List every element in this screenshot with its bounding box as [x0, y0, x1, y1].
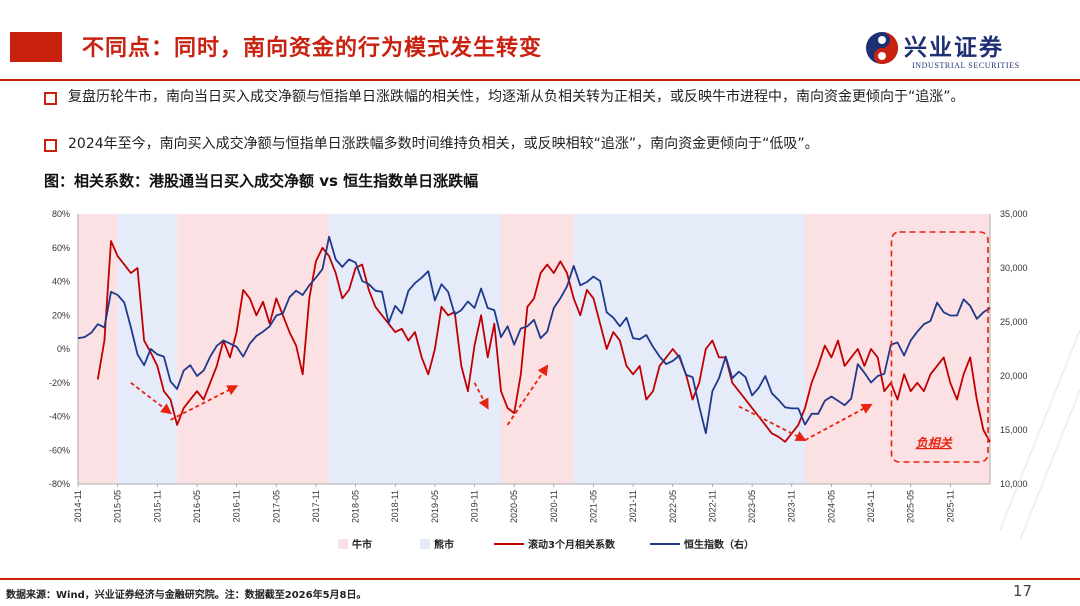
legend-bull-label: 牛市 [352, 538, 372, 551]
x-tick-label: 2018-05 [351, 490, 361, 523]
regime-band-bull [78, 214, 118, 484]
y-right-tick-label: 15,000 [1000, 425, 1028, 435]
correlation-series-line [96, 240, 991, 443]
decorative-lines [1000, 329, 1080, 540]
y-right-tick-label: 20,000 [1000, 371, 1028, 381]
y-right-tick-label: 35,000 [1000, 209, 1028, 219]
y-left-tick-label: -20% [49, 378, 70, 388]
x-tick-label: 2018-11 [390, 490, 400, 522]
regime-band-bull [177, 214, 330, 484]
legend-hsi-label: 恒生指数（右） [684, 538, 754, 551]
bullet-text-1: 复盘历轮牛市，南向当日买入成交净额与恒指单日涨跌幅的相关性，均逐渐从负相关转为正… [68, 89, 965, 105]
bullet-item-1: 复盘历轮牛市，南向当日买入成交净额与恒指单日涨跌幅的相关性，均逐渐从负相关转为正… [44, 86, 1034, 109]
y-left-tick-label: 40% [52, 277, 70, 287]
hsi-series-line [77, 235, 991, 435]
header-divider [0, 79, 1080, 81]
x-tick-label: 2023-05 [747, 490, 757, 523]
y-right-tick-label: 25,000 [1000, 317, 1028, 327]
y-left-tick-label: -60% [49, 445, 70, 455]
trend-arrow [473, 382, 489, 410]
x-tick-label: 2025-11 [945, 490, 955, 522]
x-tick-label: 2016-11 [232, 490, 242, 522]
page-title: 不同点：同时，南向资金的行为模式发生转变 [82, 36, 543, 61]
legend-corr-label: 滚动3个月相关系数 [528, 538, 616, 551]
x-tick-label: 2016-05 [192, 490, 202, 523]
regime-band-bull [500, 214, 574, 484]
trend-arrow [170, 385, 239, 421]
legend-bear-label: 熊市 [434, 538, 454, 551]
regime-band-bear [117, 214, 178, 484]
legend-bear-swatch [420, 539, 430, 549]
page-number: 17 [1012, 582, 1032, 600]
x-tick-label: 2025-05 [906, 490, 916, 523]
x-tick-label: 2019-05 [430, 490, 440, 523]
x-tick-label: 2015-05 [113, 490, 123, 523]
y-left-tick-label: 60% [52, 243, 70, 253]
trend-arrow [130, 382, 172, 415]
x-tick-label: 2021-05 [588, 490, 598, 523]
y-left-tick-label: 80% [52, 209, 70, 219]
x-tick-label: 2020-11 [549, 490, 559, 522]
chart-title: 图：相关系数：港股通当日买入成交净额 vs 恒生指数单日涨跌幅 [44, 172, 479, 190]
x-tick-label: 2015-11 [152, 490, 162, 522]
logo-english-name: INDUSTRIAL SECURITIES [912, 61, 1020, 70]
bullet-text-2: 2024年至今，南向买入成交净额与恒指单日涨跌幅多数时间维持负相关，或反映相较“… [68, 136, 819, 152]
y-left-tick-label: -40% [49, 412, 70, 422]
x-tick-label: 2022-05 [668, 490, 678, 523]
data-source-note: 数据来源：Wind，兴业证券经济与金融研究院。注：数据截至2026年5月8日。 [6, 590, 367, 601]
footer-divider [0, 578, 1080, 580]
x-tick-label: 2017-11 [311, 490, 321, 522]
x-tick-label: 2020-05 [509, 490, 519, 523]
title-accent-bar [10, 32, 62, 62]
regime-band-bear [573, 214, 805, 484]
bullet-item-2: 2024年至今，南向买入成交净额与恒指单日涨跌幅多数时间维持负相关，或反映相较“… [44, 133, 1034, 156]
bullet-box-icon [44, 139, 57, 152]
logo-chinese-name: 兴业证券 [904, 34, 1004, 61]
trend-arrow [804, 403, 873, 441]
x-tick-label: 2021-11 [628, 490, 638, 522]
y-left-tick-label: 0% [57, 344, 70, 354]
bullet-box-icon [44, 92, 57, 105]
y-right-tick-label: 30,000 [1000, 263, 1028, 273]
company-logo: 兴业证券 INDUSTRIAL SECURITIES [862, 28, 1062, 72]
legend-bull-swatch [338, 539, 348, 549]
x-tick-label: 2014-11 [73, 490, 83, 522]
logo-mark-icon [866, 32, 898, 64]
regime-band-bull [804, 214, 990, 484]
x-tick-label: 2017-05 [271, 490, 281, 523]
y-left-tick-label: -80% [49, 479, 70, 489]
y-right-tick-label: 10,000 [1000, 479, 1028, 489]
trend-arrow [506, 364, 549, 426]
x-tick-label: 2024-05 [826, 490, 836, 523]
x-tick-label: 2024-11 [866, 490, 876, 522]
trend-arrow [738, 405, 807, 441]
x-tick-label: 2022-11 [707, 490, 717, 522]
regime-band-bear [329, 214, 501, 484]
negative-correlation-annotation: 负相关 [916, 436, 953, 450]
x-tick-label: 2019-11 [470, 490, 480, 522]
correlation-chart: 80% 60% 40% 20% 0% -20% -40% -60% -80% 35,000 30,0… [49, 209, 1028, 551]
y-left-tick-label: 20% [52, 310, 70, 320]
x-tick-label: 2023-11 [787, 490, 797, 522]
highlight-box [890, 231, 989, 463]
